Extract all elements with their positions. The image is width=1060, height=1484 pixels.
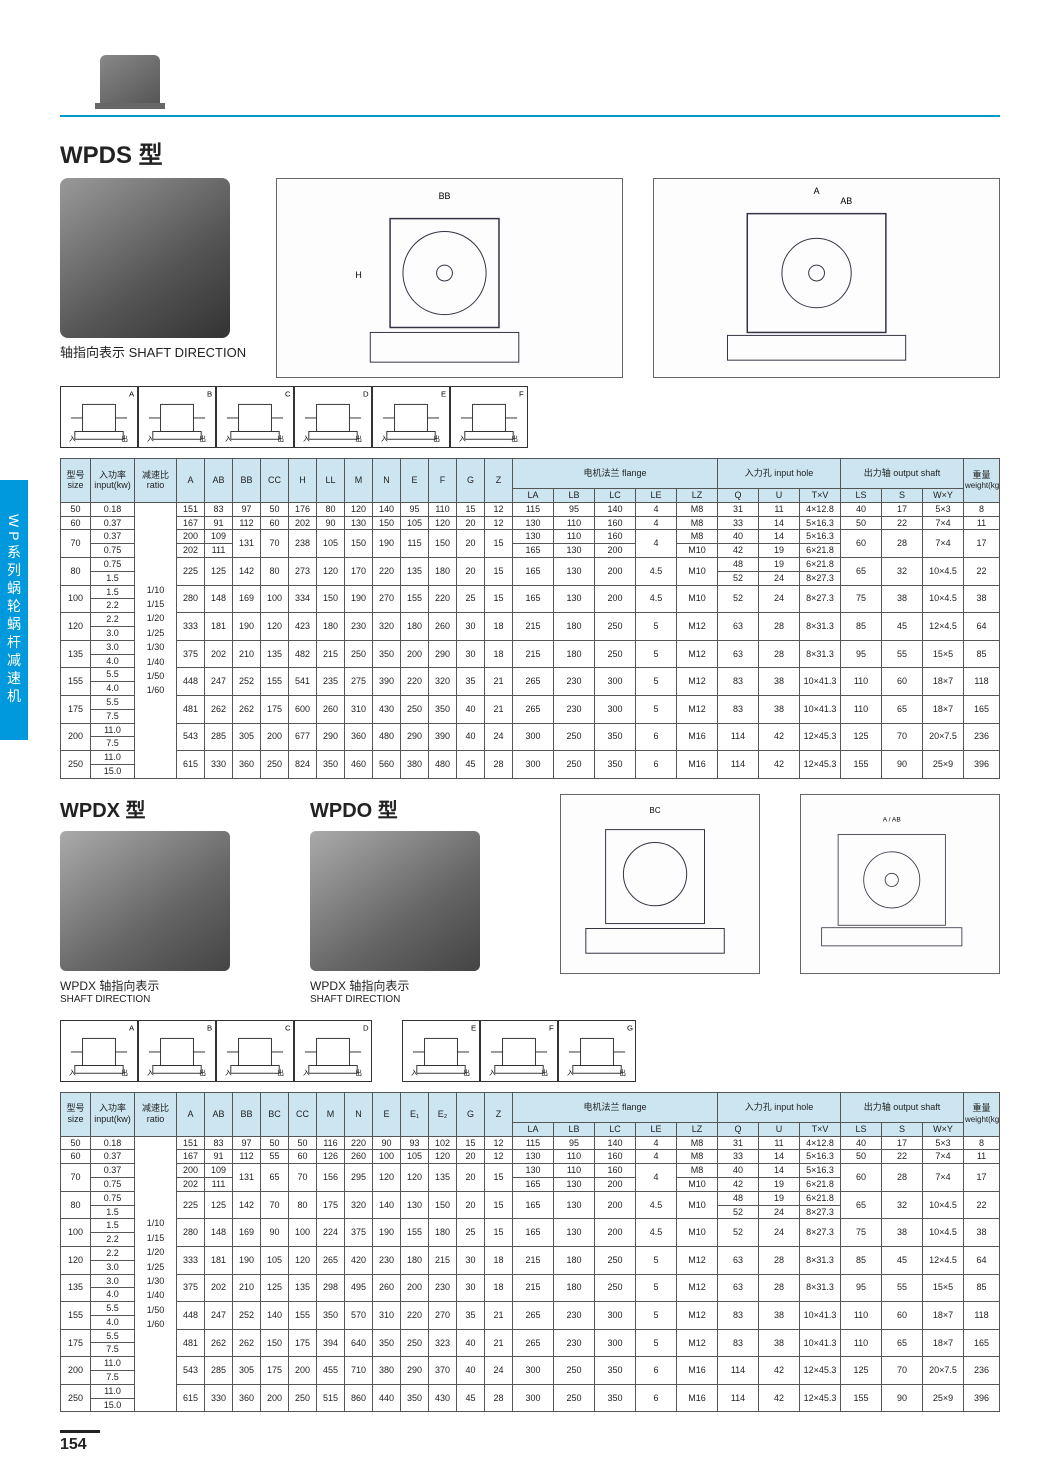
svg-text:入: 入 <box>147 1069 154 1077</box>
wpdo-shaft-label: WPDX 轴指向表示 <box>310 977 520 994</box>
product-photo-wpdo <box>310 831 480 971</box>
svg-text:出: 出 <box>541 1068 548 1077</box>
direction-diagram-B: B 入 出 <box>138 386 216 448</box>
direction-diagram-C: C 入 出 <box>216 1020 294 1082</box>
spec-table-2: 型号size 入功率input(kw) 减速比ratioAABBBBCCCMNE… <box>60 1092 1000 1413</box>
direction-diagram-E: E 入 出 <box>402 1020 480 1082</box>
svg-text:A / AB: A / AB <box>883 816 902 823</box>
svg-text:H: H <box>356 270 362 280</box>
svg-text:入: 入 <box>411 1069 418 1077</box>
header-rule <box>60 115 1000 117</box>
svg-text:F: F <box>549 1023 554 1032</box>
svg-text:出: 出 <box>277 1068 284 1077</box>
svg-text:入: 入 <box>381 435 388 443</box>
svg-text:入: 入 <box>69 435 76 443</box>
gearbox-icon <box>100 55 160 105</box>
direction-row-2-left: A 入 出 B 入 出 C 入 出 D 入 出 <box>60 1020 372 1082</box>
svg-text:AB: AB <box>840 196 852 206</box>
page-number: 154 <box>60 1430 100 1454</box>
svg-text:D: D <box>363 1023 369 1032</box>
section2-title-right: WPDO 型 <box>310 794 520 823</box>
svg-text:出: 出 <box>355 1068 362 1077</box>
svg-text:D: D <box>363 390 369 399</box>
direction-diagram-A: A 入 出 <box>60 1020 138 1082</box>
direction-diagram-C: C 入 出 <box>216 386 294 448</box>
svg-text:A: A <box>129 390 135 399</box>
product-photo-wpdx <box>60 831 230 971</box>
svg-text:BB: BB <box>439 191 451 201</box>
section1-title: WPDS 型 <box>60 135 1000 170</box>
spec-table-1: 型号size 入功率input(kw) 减速比ratioAABBBCCHLLMN… <box>60 458 1000 779</box>
svg-text:出: 出 <box>619 1068 626 1077</box>
direction-diagram-F: F 入 出 <box>480 1020 558 1082</box>
svg-text:入: 入 <box>147 435 154 443</box>
svg-text:入: 入 <box>225 435 232 443</box>
svg-text:出: 出 <box>121 434 128 443</box>
shaft-direction-en-l: SHAFT DIRECTION <box>60 994 270 1005</box>
svg-text:C: C <box>285 390 291 399</box>
direction-diagram-A: A 入 出 <box>60 386 138 448</box>
technical-drawing-front: BB H <box>276 178 623 378</box>
svg-text:出: 出 <box>511 434 518 443</box>
svg-text:出: 出 <box>199 1068 206 1077</box>
svg-text:B: B <box>207 390 212 399</box>
page-content: WPDS 型 轴指向表示 SHAFT DIRECTION BBH AAB A入出… <box>0 0 1060 1484</box>
section2-title-left: WPDX 型 <box>60 794 270 823</box>
shaft-direction-label: 轴指向表示 SHAFT DIRECTION <box>60 342 246 361</box>
svg-text:入: 入 <box>567 1069 574 1077</box>
svg-text:C: C <box>285 1023 291 1032</box>
direction-diagram-E: E 入 出 <box>372 386 450 448</box>
product-photo-render <box>60 178 230 338</box>
direction-diagram-B: B 入 出 <box>138 1020 216 1082</box>
svg-text:E: E <box>471 1023 476 1032</box>
technical-drawing-2a: BC <box>560 794 760 974</box>
svg-text:入: 入 <box>225 1069 232 1077</box>
svg-text:入: 入 <box>459 435 466 443</box>
svg-text:B: B <box>207 1023 212 1032</box>
technical-drawing-side: A AB <box>653 178 1000 378</box>
shaft-direction-en-r: SHAFT DIRECTION <box>310 994 520 1005</box>
wpdx-shaft-label: WPDX 轴指向表示 <box>60 977 270 994</box>
svg-text:出: 出 <box>433 434 440 443</box>
svg-text:出: 出 <box>463 1068 470 1077</box>
svg-text:出: 出 <box>199 434 206 443</box>
svg-text:BC: BC <box>650 806 661 815</box>
svg-text:F: F <box>519 390 524 399</box>
svg-text:出: 出 <box>121 1068 128 1077</box>
direction-diagram-F: F 入 出 <box>450 386 528 448</box>
section1-images: 轴指向表示 SHAFT DIRECTION BB H A AB <box>60 178 1000 378</box>
svg-text:出: 出 <box>355 434 362 443</box>
svg-text:E: E <box>441 390 446 399</box>
technical-drawing-2b: A / AB <box>800 794 1000 974</box>
svg-text:入: 入 <box>303 435 310 443</box>
direction-row-2-right: E 入 出 F 入 出 G 入 出 <box>402 1020 636 1082</box>
svg-text:入: 入 <box>489 1069 496 1077</box>
direction-row-1: A 入 出 B 入 出 C 入 出 D 入 出 E 入 出 F 入 出 <box>60 386 1000 448</box>
svg-text:A: A <box>814 186 820 196</box>
svg-text:G: G <box>627 1023 633 1032</box>
svg-text:A: A <box>129 1023 135 1032</box>
svg-text:出: 出 <box>277 434 284 443</box>
direction-diagram-G: G 入 出 <box>558 1020 636 1082</box>
direction-diagram-D: D 入 出 <box>294 1020 372 1082</box>
svg-text:入: 入 <box>303 1069 310 1077</box>
svg-text:入: 入 <box>69 1069 76 1077</box>
direction-diagram-D: D 入 出 <box>294 386 372 448</box>
